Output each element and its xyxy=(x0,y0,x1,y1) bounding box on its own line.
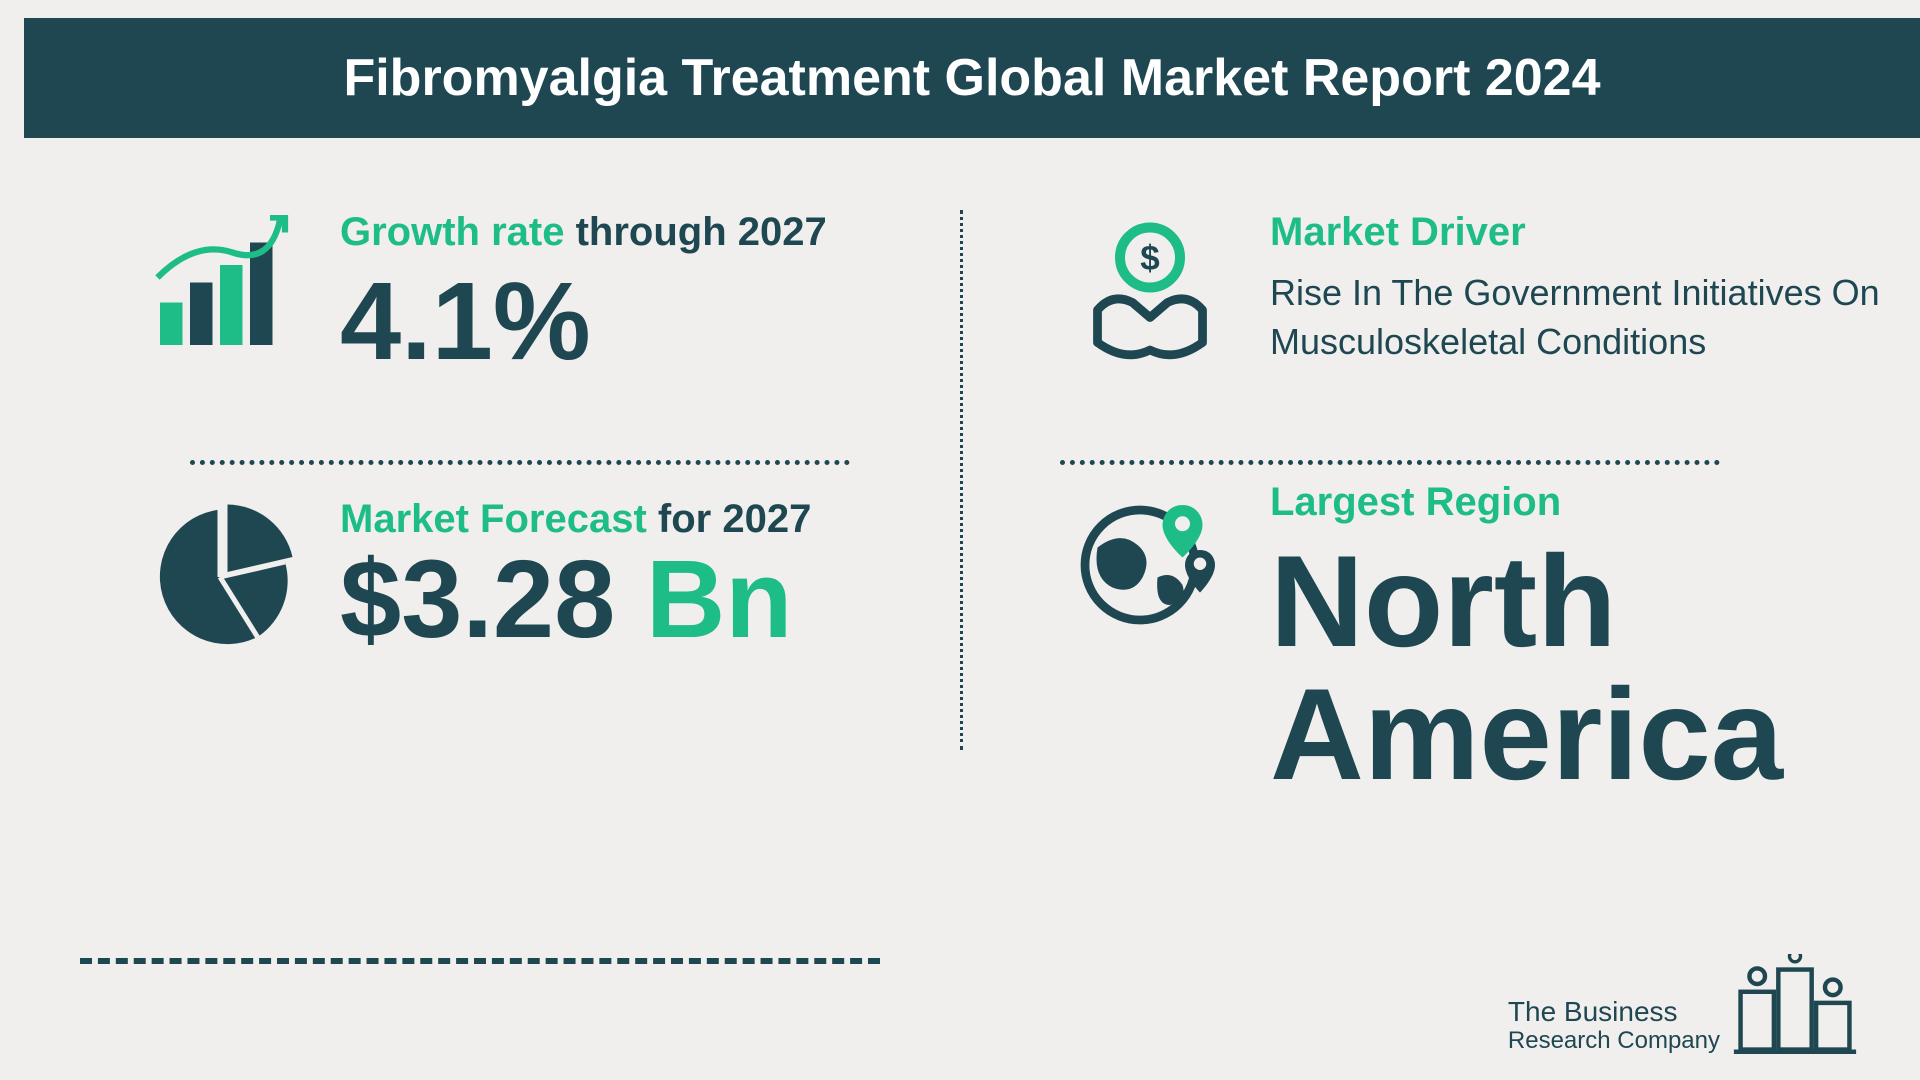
pie-chart-icon xyxy=(140,497,300,657)
svg-text:$: $ xyxy=(1140,239,1159,278)
largest-region-value: North America xyxy=(1270,535,1920,800)
growth-rate-panel: Growth rate through 2027 4.1% xyxy=(140,210,990,377)
largest-region-label: Largest Region xyxy=(1270,480,1920,525)
market-forecast-label-part2: for 2027 xyxy=(647,497,812,541)
market-forecast-label: Market Forecast for 2027 xyxy=(340,497,811,542)
market-driver-panel: $ Market Driver Rise In The Government I… xyxy=(1070,210,1920,370)
report-title: Fibromyalgia Treatment Global Market Rep… xyxy=(343,48,1600,108)
growth-rate-value: 4.1% xyxy=(340,267,827,377)
right-column: $ Market Driver Rise In The Government I… xyxy=(990,200,1920,1080)
market-driver-text: Market Driver Rise In The Government Ini… xyxy=(1270,210,1910,366)
header-bar: Fibromyalgia Treatment Global Market Rep… xyxy=(24,18,1920,138)
market-forecast-panel: Market Forecast for 2027 $3.28 Bn xyxy=(140,497,990,658)
footer-logo: The Business Research Company xyxy=(1508,954,1860,1054)
largest-region-panel: Largest Region North America xyxy=(1070,480,1920,800)
footer-buildings-icon xyxy=(1730,954,1860,1054)
growth-rate-label-part2: through 2027 xyxy=(564,210,826,254)
growth-rate-text: Growth rate through 2027 4.1% xyxy=(340,210,827,377)
footer-line1: The Business xyxy=(1508,997,1720,1028)
left-column: Growth rate through 2027 4.1% Market xyxy=(0,200,990,1080)
content-grid: Growth rate through 2027 4.1% Market xyxy=(0,200,1920,1080)
globe-pins-icon xyxy=(1070,480,1230,640)
forecast-suffix: Bn xyxy=(615,538,792,661)
footer-company-name: The Business Research Company xyxy=(1508,997,1720,1054)
growth-rate-label: Growth rate through 2027 xyxy=(340,210,827,255)
forecast-prefix: $ xyxy=(340,538,401,661)
market-driver-label: Market Driver xyxy=(1270,210,1910,255)
market-forecast-value: $3.28 Bn xyxy=(340,542,811,658)
largest-region-text: Largest Region North America xyxy=(1270,480,1920,800)
market-driver-description: Rise In The Government Initiatives On Mu… xyxy=(1270,269,1910,366)
market-forecast-text: Market Forecast for 2027 $3.28 Bn xyxy=(340,497,811,658)
growth-rate-label-part1: Growth rate xyxy=(340,210,564,254)
growth-chart-icon xyxy=(140,210,300,370)
market-forecast-label-part1: Market Forecast xyxy=(340,497,647,541)
bottom-dashed-line xyxy=(80,958,880,964)
hands-money-icon: $ xyxy=(1070,210,1230,370)
forecast-number: 3.28 xyxy=(401,538,615,661)
footer-line2: Research Company xyxy=(1508,1028,1720,1054)
